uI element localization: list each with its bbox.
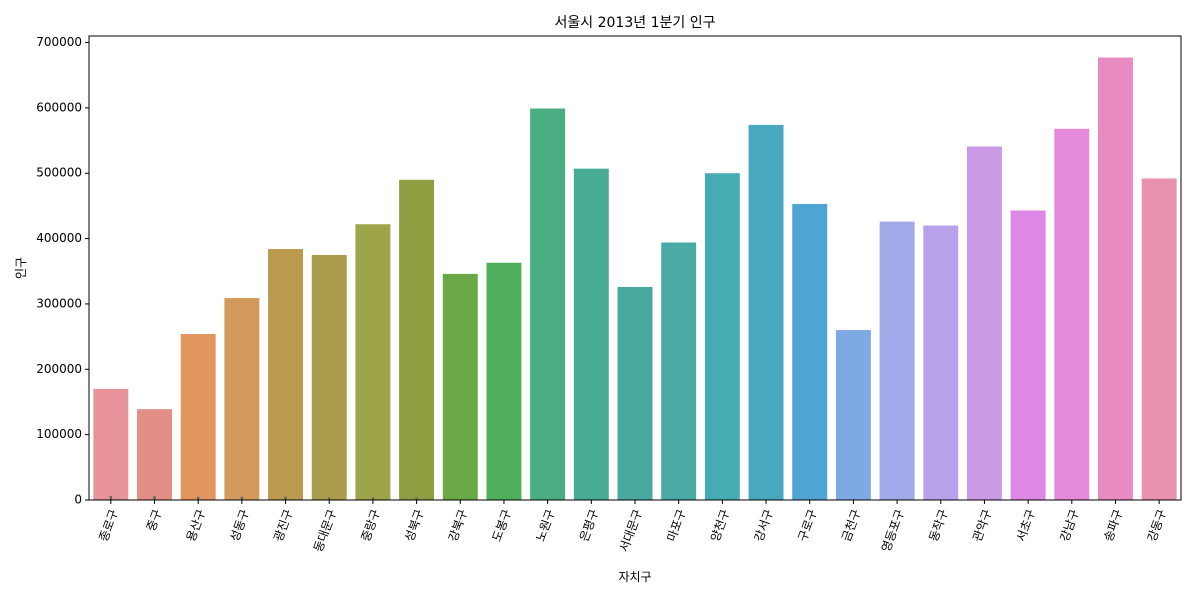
x-tick-label: 강북구 <box>446 507 470 543</box>
bar-동대문구 <box>311 254 347 500</box>
bar-노원구 <box>530 108 566 501</box>
bar-성동구 <box>224 298 260 500</box>
x-tick-label: 양천구 <box>707 507 732 543</box>
bar-마포구 <box>661 242 697 500</box>
x-tick-label: 노원구 <box>533 507 557 543</box>
x-tick-label: 광진구 <box>271 507 295 543</box>
bar-강북구 <box>442 273 478 500</box>
x-tick-label: 종로구 <box>96 507 120 543</box>
x-tick-label: 서대문구 <box>617 507 645 553</box>
bar-도봉구 <box>486 262 522 500</box>
x-tick-label: 강동구 <box>1145 507 1169 543</box>
bar-양천구 <box>704 173 740 500</box>
x-tick-label: 성동구 <box>228 507 252 543</box>
x-tick-label: 금천구 <box>838 507 863 543</box>
x-tick-label: 서초구 <box>1014 507 1038 543</box>
x-axis: 종로구 중구 용산구 성동구 광진구 동대문구 중랑구 성북구 강북구 도봉구 노원구 은평구 서대문구… <box>96 500 1169 554</box>
bars-group <box>93 57 1177 501</box>
bar-강남구 <box>1054 128 1090 501</box>
x-tick-label: 도봉구 <box>490 507 514 543</box>
x-tick-label: 송파구 <box>1101 507 1125 543</box>
bar-광진구 <box>268 249 304 500</box>
y-tick-label: 200000 <box>36 362 82 376</box>
x-tick-label: 중랑구 <box>359 507 383 543</box>
x-tick-label: 마포구 <box>664 507 688 543</box>
bar-관악구 <box>966 146 1002 500</box>
bar-구로구 <box>792 203 828 500</box>
bar-서대문구 <box>617 286 653 500</box>
bar-동작구 <box>923 225 959 501</box>
bar-서초구 <box>1010 210 1046 500</box>
x-tick-label: 구로구 <box>795 507 819 543</box>
bar-성북구 <box>399 179 435 500</box>
bar-중랑구 <box>355 224 391 500</box>
x-tick-label: 관악구 <box>970 507 994 543</box>
bar-종로구 <box>93 388 129 500</box>
x-tick-label: 영등포구 <box>879 507 907 553</box>
bar-영등포구 <box>879 221 915 500</box>
bar-송파구 <box>1098 57 1133 501</box>
x-axis-label: 자치구 <box>618 570 651 584</box>
y-tick-label: 0 <box>74 493 82 507</box>
y-tick-label: 700000 <box>36 35 82 49</box>
x-tick-label: 강서구 <box>752 507 776 543</box>
bar-용산구 <box>180 334 216 500</box>
y-tick-label: 400000 <box>36 231 82 245</box>
x-tick-label: 중구 <box>144 507 165 533</box>
error-bars-group <box>109 496 418 500</box>
bar-은평구 <box>573 168 609 500</box>
bar-중구 <box>137 409 172 500</box>
x-tick-label: 은평구 <box>577 507 601 543</box>
y-tick-label: 300000 <box>36 296 82 310</box>
y-axis-label: 인구 <box>14 257 28 279</box>
y-axis: 0 100000 200000 300000 400000 500000 600000 700… <box>36 35 89 507</box>
y-tick-label: 100000 <box>36 427 82 441</box>
bar-강서구 <box>748 124 784 500</box>
bar-금천구 <box>835 330 871 500</box>
y-tick-label: 500000 <box>36 166 82 180</box>
bar-강동구 <box>1141 178 1177 501</box>
x-tick-label: 동작구 <box>926 507 950 543</box>
x-tick-label: 강남구 <box>1057 507 1081 543</box>
x-tick-label: 용산구 <box>184 507 208 543</box>
y-tick-label: 600000 <box>36 100 82 114</box>
chart-title: 서울시 2013년 1분기 인구 <box>555 15 716 31</box>
x-tick-label: 동대문구 <box>311 507 339 553</box>
x-tick-label: 성북구 <box>402 507 426 543</box>
plot-frame <box>88 35 1182 501</box>
